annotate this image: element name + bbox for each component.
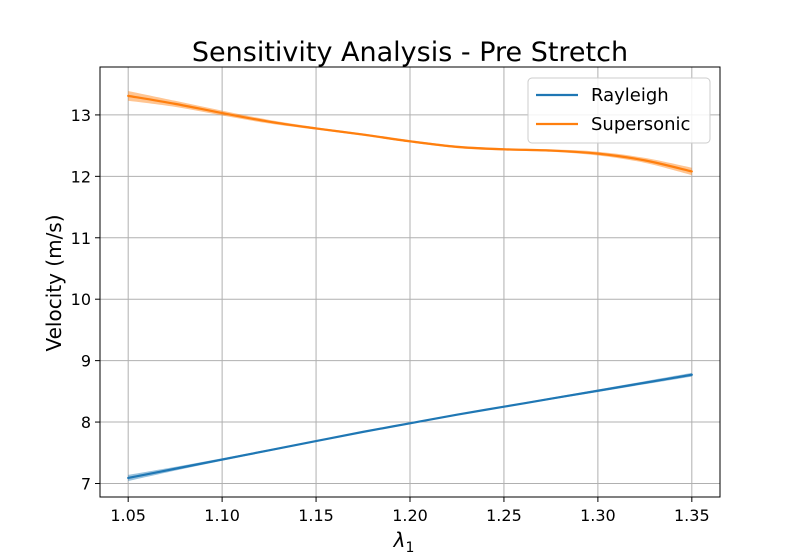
y-tick-label: 9 xyxy=(81,352,91,371)
x-axis-label-subscript: 1 xyxy=(405,540,414,556)
y-tick-label: 8 xyxy=(81,413,91,432)
y-axis-label: Velocity (m/s) xyxy=(42,214,66,351)
grid xyxy=(100,67,720,497)
series-lines xyxy=(127,94,693,480)
line-rayleigh xyxy=(127,373,693,480)
x-tick-label: 1.10 xyxy=(204,506,240,525)
x-tick-label: 1.25 xyxy=(486,506,522,525)
line-supersonic xyxy=(127,94,693,173)
y-tick-label: 10 xyxy=(71,290,91,309)
ticks: 1.05 1.10 1.15 1.20 1.25 1.30 1.35 7 8 9 10 11 12 13 xyxy=(71,106,710,525)
y-tick-label: 7 xyxy=(81,474,91,493)
legend-label-supersonic: Supersonic xyxy=(591,114,690,135)
x-tick-label: 1.05 xyxy=(110,506,146,525)
chart-title: Sensitivity Analysis - Pre Stretch xyxy=(192,37,628,68)
x-tick-label: 1.15 xyxy=(298,506,334,525)
y-tick-label: 12 xyxy=(71,167,91,186)
y-tick-label: 13 xyxy=(71,106,91,125)
x-axis-label: λ1 xyxy=(393,528,415,556)
x-tick-label: 1.20 xyxy=(392,506,428,525)
x-tick-label: 1.30 xyxy=(580,506,616,525)
legend-label-rayleigh: Rayleigh xyxy=(591,85,669,106)
x-axis-label-symbol: λ xyxy=(393,528,406,552)
legend: Rayleigh Supersonic xyxy=(527,77,711,144)
x-tick-label: 1.35 xyxy=(674,506,710,525)
y-tick-label: 11 xyxy=(71,229,91,248)
